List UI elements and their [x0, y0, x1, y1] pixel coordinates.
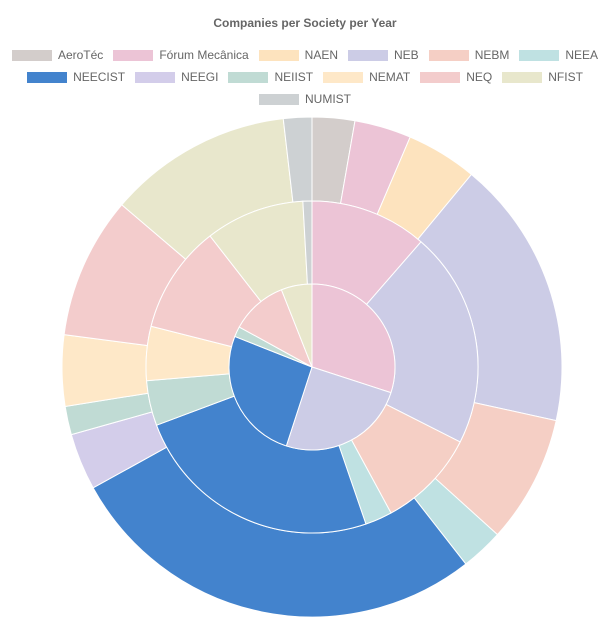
ring-2-slice-neecist[interactable]: [228, 335, 313, 447]
legend-label: NEECIST: [73, 70, 126, 84]
legend-label: AeroTéc: [57, 48, 104, 62]
legend-label: NEIIST: [274, 70, 314, 84]
legend-swatch: [428, 50, 469, 61]
legend-swatch: [502, 72, 543, 83]
legend-swatch: [258, 50, 299, 61]
legend-swatch: [135, 72, 176, 83]
legend-swatch: [27, 72, 68, 83]
legend-label: NUMIST: [305, 92, 351, 106]
legend-label: NEMAT: [369, 70, 411, 84]
legend-swatch: [420, 72, 461, 83]
legend-label: NEEA: [565, 48, 599, 62]
ring-0-slice-nemat[interactable]: [61, 334, 149, 408]
legend-swatch: [228, 72, 269, 83]
legend-swatch: [348, 50, 389, 61]
legend-label: NFIST: [548, 70, 583, 84]
legend-swatch: [113, 50, 154, 61]
legend-swatch: [519, 50, 560, 61]
chart-title: Companies per Society per Year: [213, 16, 397, 30]
legend-label: NAEN: [304, 48, 339, 62]
legend-swatch: [259, 94, 299, 105]
legend-label: NEQ: [466, 70, 493, 84]
legend-label: NEEGI: [181, 70, 219, 84]
legend-swatch: [11, 50, 52, 61]
ring-2-slice-neb[interactable]: [285, 366, 392, 451]
legend-label: Fórum Mecânica: [159, 48, 249, 62]
ring-2-slice-nfist[interactable]: [280, 283, 313, 368]
legend-label: NEB: [394, 48, 419, 62]
ring-2-slice-forum-mecanica[interactable]: [311, 283, 396, 394]
legend-label: NEBM: [474, 48, 510, 62]
legend-swatch: [323, 72, 364, 83]
